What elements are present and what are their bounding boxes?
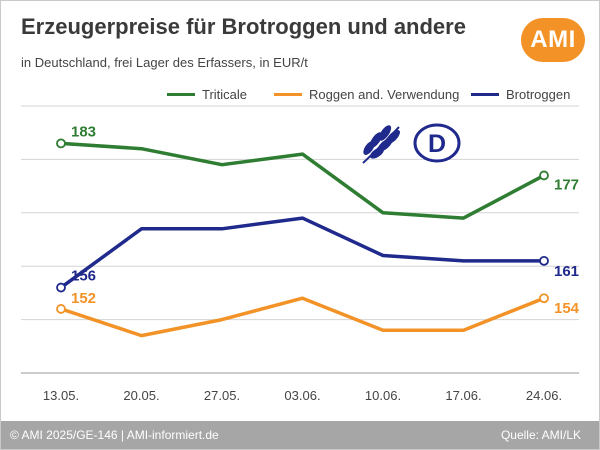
data-point-brotroggen — [539, 255, 549, 266]
x-tick-labels: 13.05. 20.05. 27.05. 03.06. 10.06. 17.06. 24.0… — [43, 388, 562, 403]
ami-logo: AMI — [521, 18, 585, 62]
legend-item-triticale: Triticale — [167, 84, 247, 104]
series-lines — [59, 141, 546, 338]
footer-bar: © AMI 2025/GE-146 | AMI-informiert.de Qu… — [1, 421, 599, 449]
x-tick-label: 17.06. — [445, 388, 481, 403]
data-point-roggen — [56, 304, 66, 314]
legend-label-triticale: Triticale — [202, 86, 248, 102]
x-tick-label: 03.06. — [284, 388, 320, 403]
data-point-brotroggen — [56, 282, 66, 293]
data-labels: 183 177 152 154 156 161 — [71, 123, 580, 317]
data-label-brotroggen-start: 156 — [71, 268, 96, 285]
chart-title: Erzeugerpreise für Brotroggen und andere — [21, 14, 466, 39]
footer-source: Quelle: AMI/LK — [500, 428, 581, 442]
x-tick-label: 10.06. — [365, 388, 401, 403]
data-point-roggen — [539, 293, 549, 304]
d-badge-oval — [413, 123, 461, 163]
x-tick-label: 27.05. — [204, 388, 240, 403]
x-tick-label: 13.05. — [43, 388, 79, 403]
legend-item-brotroggen: Brotroggen — [471, 84, 570, 104]
legend-label-brotroggen: Brotroggen — [506, 86, 571, 102]
legend-swatch-roggen — [274, 92, 302, 96]
grain-d-badge: D — [362, 123, 461, 164]
data-label-triticale-start: 183 — [71, 123, 96, 140]
gridlines — [21, 105, 579, 374]
data-point-triticale — [56, 138, 66, 149]
legend-swatch-triticale — [167, 92, 195, 96]
series-points — [56, 138, 549, 314]
data-label-triticale-end: 177 — [554, 176, 579, 193]
legend-swatch-brotroggen — [471, 92, 499, 96]
x-tick-label: 20.05. — [123, 388, 159, 403]
chart-subtitle: in Deutschland, frei Lager des Erfassers… — [21, 55, 308, 70]
data-label-brotroggen-end: 161 — [554, 263, 579, 280]
footer-copyright: © AMI 2025/GE-146 | AMI-informiert.de — [10, 428, 219, 442]
wheat-icon — [362, 125, 400, 164]
series-line-roggen — [59, 296, 546, 338]
data-point-triticale — [539, 170, 549, 181]
x-tick-label: 24.06. — [526, 388, 562, 403]
series-line-brotroggen — [59, 216, 546, 290]
series-line-triticale — [59, 141, 546, 220]
d-badge-letter: D — [428, 130, 446, 158]
data-label-roggen-end: 154 — [554, 300, 580, 317]
line-chart: D 183 177 152 154 156 161 13.05. 20.05. 27.05. 0… — [21, 105, 580, 403]
legend-label-roggen: Roggen and. Verwendung — [309, 86, 460, 102]
data-label-roggen-start: 152 — [71, 290, 96, 307]
legend-item-roggen: Roggen and. Verwendung — [274, 84, 459, 104]
